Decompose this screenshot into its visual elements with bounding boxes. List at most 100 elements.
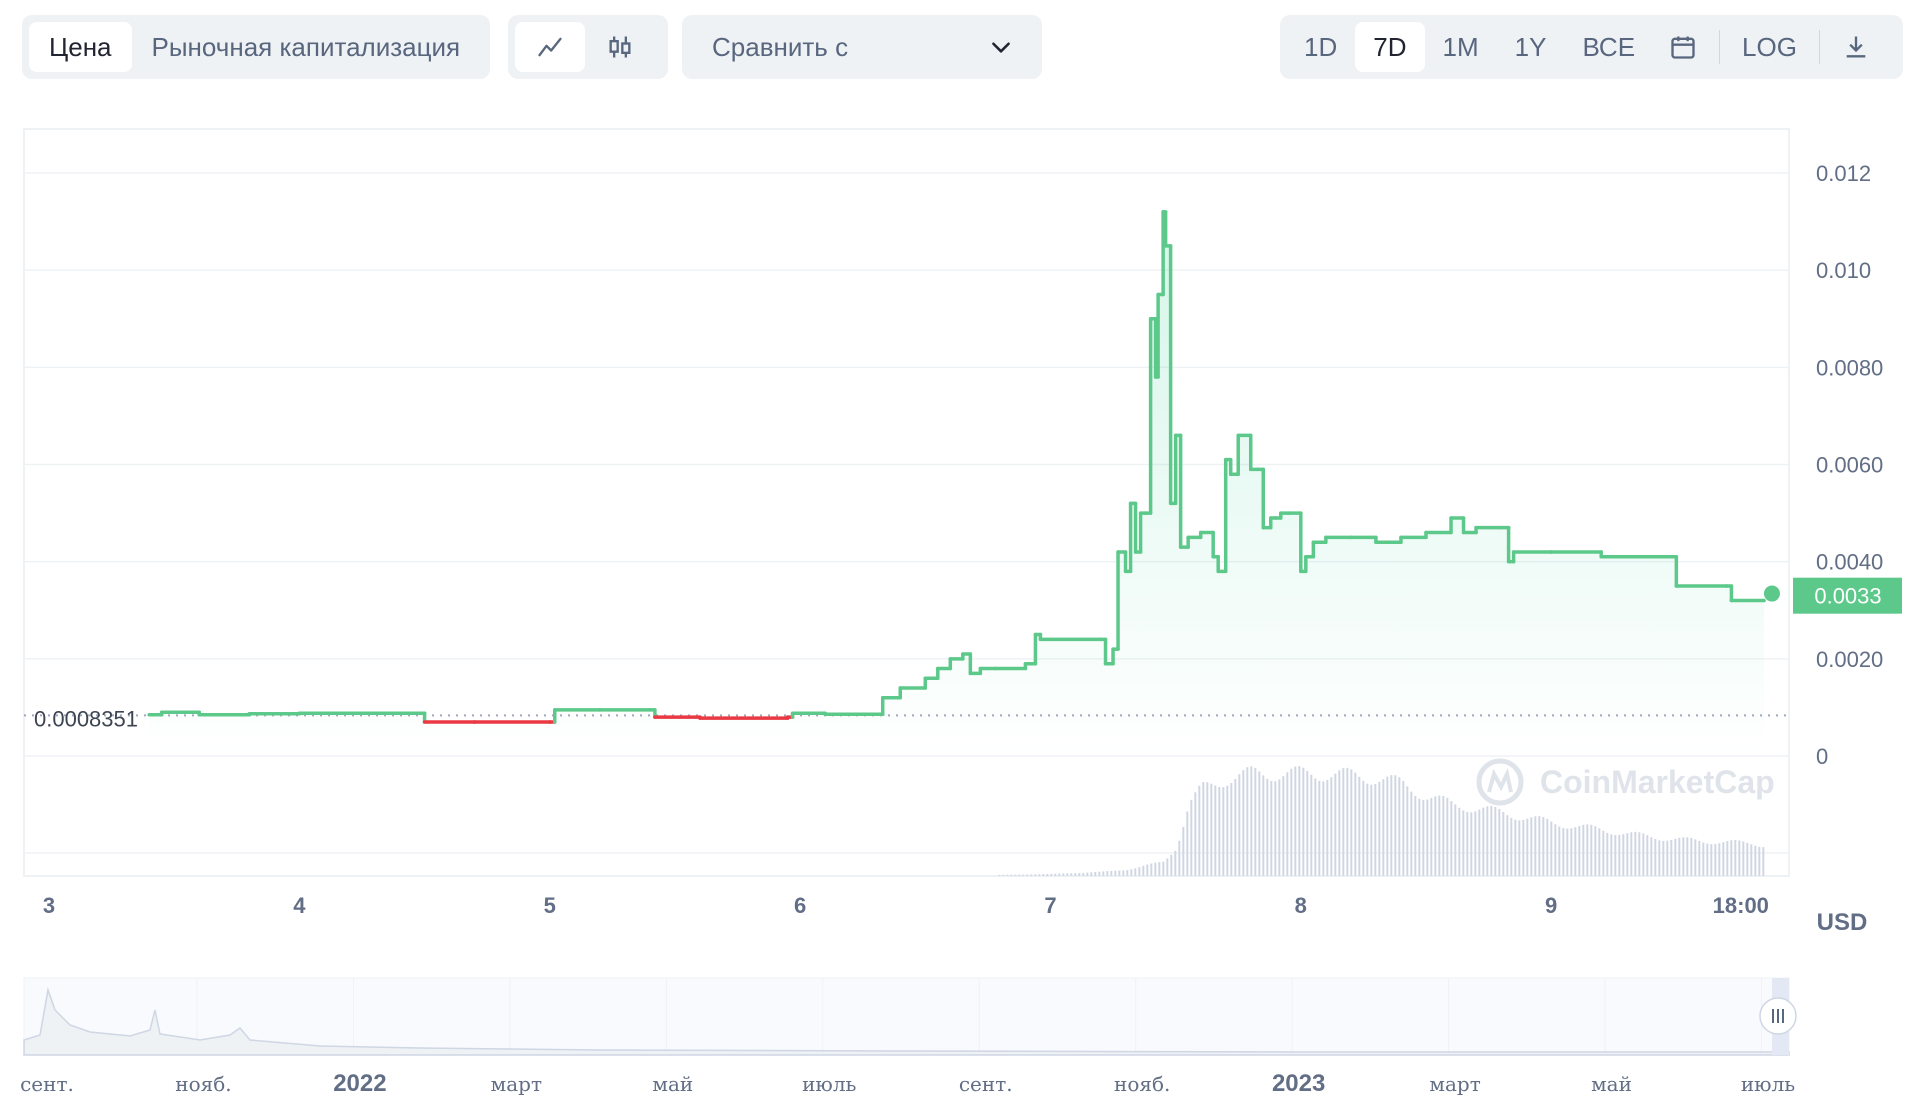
range-1y[interactable]: 1Y [1514,31,1547,62]
volume-bar [1394,775,1397,876]
volume-bar [1538,816,1541,876]
volume-bar [1314,778,1317,876]
volume-bar [1466,812,1469,876]
range-1d[interactable]: 1D [1304,31,1338,62]
volume-bar [1706,843,1709,876]
volume-bar [1714,844,1717,876]
volume-bar [1158,862,1161,876]
y-tick-label: 0.010 [1816,258,1871,283]
volume-bar [1154,862,1157,876]
candlestick-button[interactable] [585,22,655,72]
volume-bar [1026,874,1029,876]
volume-bar [1350,769,1353,876]
volume-bar [1462,810,1465,876]
volume-bar [1738,840,1741,876]
volume-bar [1374,783,1377,876]
date-range-button[interactable] [1653,22,1713,72]
volume-bar [1074,873,1077,876]
range-1m[interactable]: 1M [1442,31,1479,62]
volume-bar [1334,773,1337,876]
plot-frame [23,128,1790,877]
volume-bar [1510,817,1513,876]
range-navigator[interactable]: сент. нояб. 2022 март май июль сент. нояб. 2023 м… [20,977,1912,1097]
volume-bar [1066,873,1069,876]
volume-bar [1214,785,1217,876]
volume-bar [1686,837,1689,876]
volume-bar [1726,841,1729,876]
range-handle-icon[interactable] [1759,997,1797,1035]
volume-bar [1702,842,1705,876]
volume-bar [1666,840,1669,876]
volume-bar [1226,785,1229,876]
tab-market-cap[interactable]: Рыночная капитализация [151,31,461,62]
volume-bar [1006,874,1009,876]
volume-bar [1326,779,1329,876]
volume-bar [1266,778,1269,876]
volume-bar [1198,785,1201,876]
volume-bar [1302,767,1305,876]
volume-bar [1102,871,1105,876]
volume-bar [1202,782,1205,876]
volume-bar [1434,796,1437,876]
volume-bar [1110,870,1113,876]
volume-bar [1502,811,1505,876]
volume-bar [1238,774,1241,876]
volume-bar [1138,867,1141,876]
volume-bar [1718,843,1721,876]
range-7d[interactable]: 7D [1355,22,1425,72]
range-all[interactable]: ВСЕ [1582,31,1636,62]
volume-bar [1634,831,1637,876]
volume-bar [1018,874,1021,876]
volume-bar [1046,873,1049,876]
volume-bar [1254,768,1257,876]
volume-bar [1614,835,1617,876]
volume-bar [1390,775,1393,876]
navigator-month-label: июль [1741,1072,1795,1096]
tab-price[interactable]: Цена [29,22,132,72]
current-price-label: 0.0033 [1814,584,1881,609]
candlestick-icon [609,36,631,58]
y-tick-label: 0 [1816,744,1828,769]
volume-bar [1286,772,1289,876]
volume-bar [1730,840,1733,876]
volume-bar [1550,821,1553,876]
volume-bar [1578,825,1581,876]
y-tick-label: 0.0020 [1816,647,1883,672]
compare-dropdown[interactable]: Сравнить с [682,15,1042,79]
volume-bar [1382,779,1385,876]
x-tick-label: 7 [1044,893,1056,918]
volume-bar [1626,833,1629,876]
volume-bar [1758,846,1761,876]
download-button[interactable] [1826,22,1886,72]
volume-bar [1162,861,1165,876]
volume-bar [1422,799,1425,876]
volume-bar [1406,786,1409,876]
volume-bar [1546,818,1549,876]
volume-bar [1442,795,1445,876]
y-tick-label: 0.0060 [1816,453,1883,478]
volume-bar [1078,873,1081,876]
baseline-label: 0.0008351 [34,706,138,731]
volume-bar [1630,832,1633,876]
volume-bar [1358,776,1361,876]
volume-bar [1206,782,1209,876]
volume-bar [1042,874,1045,876]
compare-label: Сравнить с [712,31,849,62]
volume-bar [1494,806,1497,876]
volume-bar [1498,809,1501,876]
volume-bar [1506,815,1509,876]
line-chart-button[interactable] [515,22,585,72]
volume-bar [1086,872,1089,876]
download-icon [1846,36,1866,58]
log-scale-button[interactable]: LOG [1742,31,1797,62]
volume-bar [1146,864,1149,876]
volume-bar [1178,840,1181,876]
navigator-month-label: сент. [20,1072,74,1096]
volume-bar [1306,770,1309,876]
volume-bar [1246,767,1249,876]
navigator-labels: сент. нояб. 2022 март май июль сент. нояб. 2023 м… [20,1070,1795,1097]
volume-bar [1426,799,1429,876]
volume-bar [1518,820,1521,876]
volume-bar [1182,826,1185,876]
